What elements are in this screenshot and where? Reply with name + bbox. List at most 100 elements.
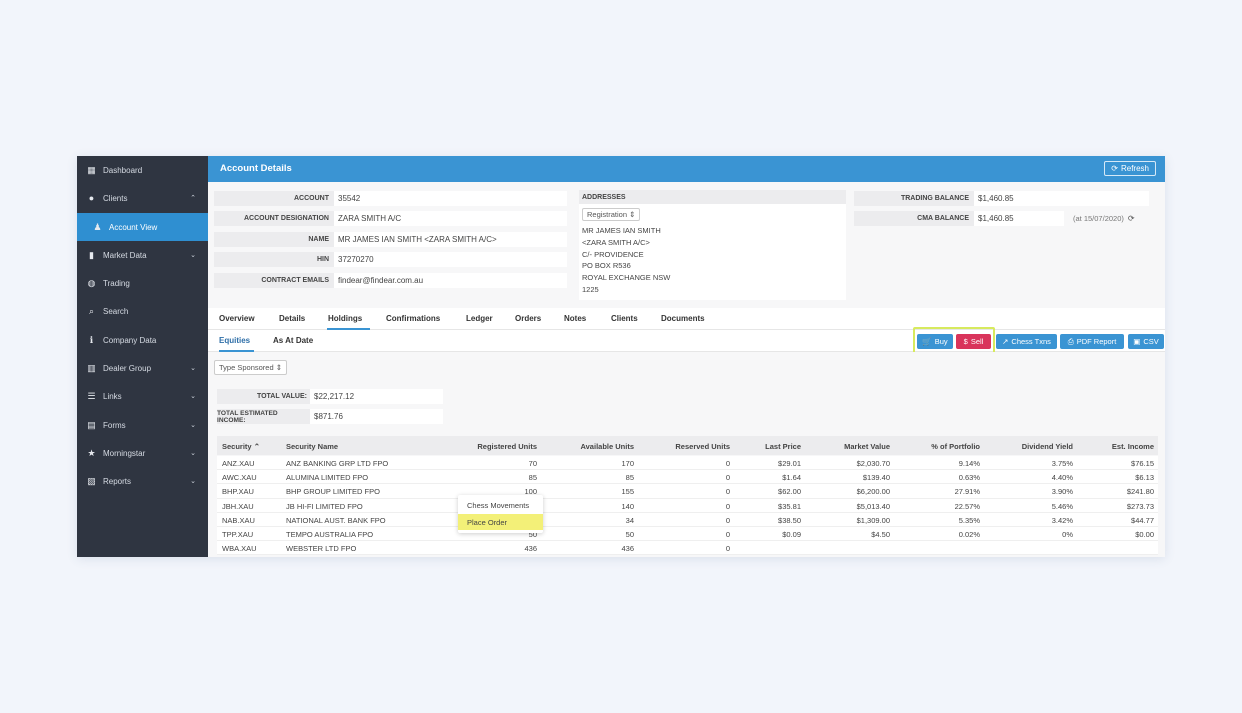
account-tabs: Overview Details Holdings Confirmations … <box>208 308 1165 330</box>
chess-movements-menu-item[interactable]: Chess Movements <box>467 500 530 510</box>
tab-clients[interactable]: Clients <box>611 314 638 323</box>
cart-icon: 🛒 <box>922 337 932 346</box>
cell-market-value: $1,309.00 <box>856 515 890 525</box>
col-available-units[interactable]: Available Units <box>580 442 635 451</box>
sidebar-item-clients[interactable]: ● Clients ⌃ <box>77 184 208 212</box>
sidebar-item-search[interactable]: ⌕ Search <box>77 297 208 325</box>
tab-details[interactable]: Details <box>279 314 306 323</box>
sidebar-item-company-data[interactable]: ℹ Company Data <box>77 326 208 354</box>
cell-market-value: $5,013.40 <box>856 501 890 511</box>
cell-registered-units: 436 <box>524 544 537 554</box>
tab-ledger[interactable]: Ledger <box>466 314 493 323</box>
sidebar-item-label: Morningstar <box>103 448 146 458</box>
subtab-equities[interactable]: Equities <box>219 336 255 352</box>
sidebar-item-dashboard[interactable]: ▦ Dashboard <box>77 156 208 184</box>
select-arrows-icon: ⇕ <box>275 363 283 372</box>
sidebar-item-market-data[interactable]: ▮ Market Data ⌄ <box>77 241 208 269</box>
tab-overview[interactable]: Overview <box>219 314 255 323</box>
cell-available-units: 436 <box>621 544 634 554</box>
hin-value: 37270270 <box>334 252 567 267</box>
place-order-menu-item[interactable]: Place Order <box>458 514 543 530</box>
name-label: NAME <box>214 232 334 247</box>
csv-button[interactable]: ▣ CSV <box>1128 334 1164 349</box>
cell-available-units: 155 <box>621 487 634 497</box>
refresh-button[interactable]: ⟳ Refresh <box>1104 161 1156 176</box>
sidebar-item-forms[interactable]: ▤ Forms ⌄ <box>77 411 208 439</box>
table-row[interactable]: WBA.XAU WEBSTER LTD FPO 436 436 0 <box>217 541 1158 556</box>
account-label: ACCOUNT <box>214 191 334 206</box>
refresh-icon[interactable]: ⟳ <box>1127 214 1135 223</box>
table-row[interactable]: AWC.XAU ALUMINA LIMITED FPO 85 85 0 $1.64 $139… <box>217 470 1158 485</box>
col-last-price[interactable]: Last Price <box>765 442 801 451</box>
cell-reserved-units: 0 <box>725 473 730 483</box>
col-reserved-units[interactable]: Reserved Units <box>675 442 730 451</box>
col-est-income[interactable]: Est. Income <box>1111 442 1154 451</box>
cell-last-price: $0.09 <box>782 530 801 539</box>
sidebar-item-label: Clients <box>103 193 128 203</box>
dashboard-icon: ▦ <box>87 164 96 175</box>
type-filter-select[interactable]: Type Sponsored ⇕ <box>214 360 288 375</box>
cell-reserved-units: 0 <box>725 501 730 511</box>
cell-security-name: ANZ BANKING GRP LTD FPO <box>286 459 389 468</box>
chevron-down-icon[interactable]: ⌄ <box>190 478 196 485</box>
cell-portfolio-pct: 9.14% <box>958 459 980 468</box>
table-row[interactable]: NAB.XAU NATIONAL AUST. BANK FPO 34 0 $38.50 $… <box>217 512 1158 527</box>
page-header: Account Details ⟳ Refresh <box>208 156 1165 182</box>
col-security[interactable]: Security ⌃ <box>222 442 260 451</box>
col-portfolio-pct[interactable]: % of Portfolio <box>931 442 980 451</box>
addresses-body: Registration ⇕ MR JAMES IAN SMITH <ZARA … <box>579 204 846 300</box>
sell-button[interactable]: $ Sell <box>956 334 991 349</box>
sidebar-item-reports[interactable]: ▧ Reports ⌄ <box>77 467 208 495</box>
table-row[interactable]: BHP.XAU BHP GROUP LIMITED FPO 100 155 0 $62.0… <box>217 484 1158 499</box>
cell-last-price: $62.00 <box>778 487 801 497</box>
col-registered-units[interactable]: Registered Units <box>477 442 537 451</box>
chevron-down-icon[interactable]: ⌄ <box>190 450 196 457</box>
col-market-value[interactable]: Market Value <box>844 442 890 451</box>
address-type-value: Registration <box>587 210 628 219</box>
tab-confirmations[interactable]: Confirmations <box>386 314 441 323</box>
addresses-label: ADDRESSES <box>579 190 846 204</box>
cell-dividend-yield: 4.40% <box>1051 473 1073 483</box>
chevron-down-icon[interactable]: ⌄ <box>190 365 196 372</box>
chevron-down-icon[interactable]: ⌄ <box>190 252 196 259</box>
total-income-label: TOTAL ESTIMATED INCOME: <box>217 409 310 424</box>
pdf-report-button[interactable]: ⎙ PDF Report <box>1060 334 1124 349</box>
cell-est-income: $241.80 <box>1126 487 1154 497</box>
col-label: Security <box>222 442 252 451</box>
sidebar-item-dealer-group[interactable]: ▥ Dealer Group ⌄ <box>77 354 208 382</box>
context-menu: Chess Movements Place Order <box>458 495 543 533</box>
cell-security-name: ALUMINA LIMITED FPO <box>286 473 369 483</box>
chevron-down-icon[interactable]: ⌄ <box>190 393 196 400</box>
sidebar-item-trading[interactable]: ◍ Trading <box>77 269 208 297</box>
cell-available-units: 50 <box>625 530 634 539</box>
sidebar-item-morningstar[interactable]: ★ Morningstar ⌄ <box>77 439 208 467</box>
tab-orders[interactable]: Orders <box>515 314 542 323</box>
cell-market-value: $4.50 <box>871 530 890 539</box>
table-row[interactable]: TPP.XAU TEMPO AUSTRALIA FPO 50 50 0 $0.09 $4.5… <box>217 527 1158 542</box>
table-row[interactable]: JBH.XAU JB HI-FI LIMITED FPO 140 0 $35.81 $5,… <box>217 498 1158 513</box>
sidebar-item-links[interactable]: ☰ Links ⌄ <box>77 382 208 410</box>
cell-last-price: $1.64 <box>782 473 801 483</box>
cma-balance-value: $1,460.85 <box>974 211 1064 226</box>
account-value: 35542 <box>334 191 567 206</box>
table-row[interactable]: ANZ.XAU ANZ BANKING GRP LTD FPO 70 170 0 $29.… <box>217 456 1158 471</box>
subtab-as-at-date[interactable]: As At Date <box>273 336 314 345</box>
sidebar-item-label: Company Data <box>103 335 157 345</box>
buy-button[interactable]: 🛒 Buy <box>917 334 953 349</box>
chevron-up-icon[interactable]: ⌃ <box>190 195 196 202</box>
cell-security: BHP.XAU <box>222 487 254 497</box>
tab-holdings[interactable]: Holdings <box>327 314 371 330</box>
cell-available-units: 140 <box>621 501 634 511</box>
cell-dividend-yield: 5.46% <box>1051 501 1073 511</box>
col-security-name[interactable]: Security Name <box>286 442 339 451</box>
cell-security: AWC.XAU <box>222 473 257 483</box>
cell-est-income: $273.73 <box>1126 501 1154 511</box>
col-dividend-yield[interactable]: Dividend Yield <box>1021 442 1073 451</box>
chevron-down-icon[interactable]: ⌄ <box>190 422 196 429</box>
sidebar-item-account-view[interactable]: ♟ Account View <box>77 213 208 241</box>
address-type-select[interactable]: Registration ⇕ <box>582 208 641 221</box>
cell-last-price: $38.50 <box>778 515 801 525</box>
tab-documents[interactable]: Documents <box>661 314 705 323</box>
chess-txns-button[interactable]: ↗ Chess Txns <box>996 334 1057 349</box>
tab-notes[interactable]: Notes <box>564 314 587 323</box>
